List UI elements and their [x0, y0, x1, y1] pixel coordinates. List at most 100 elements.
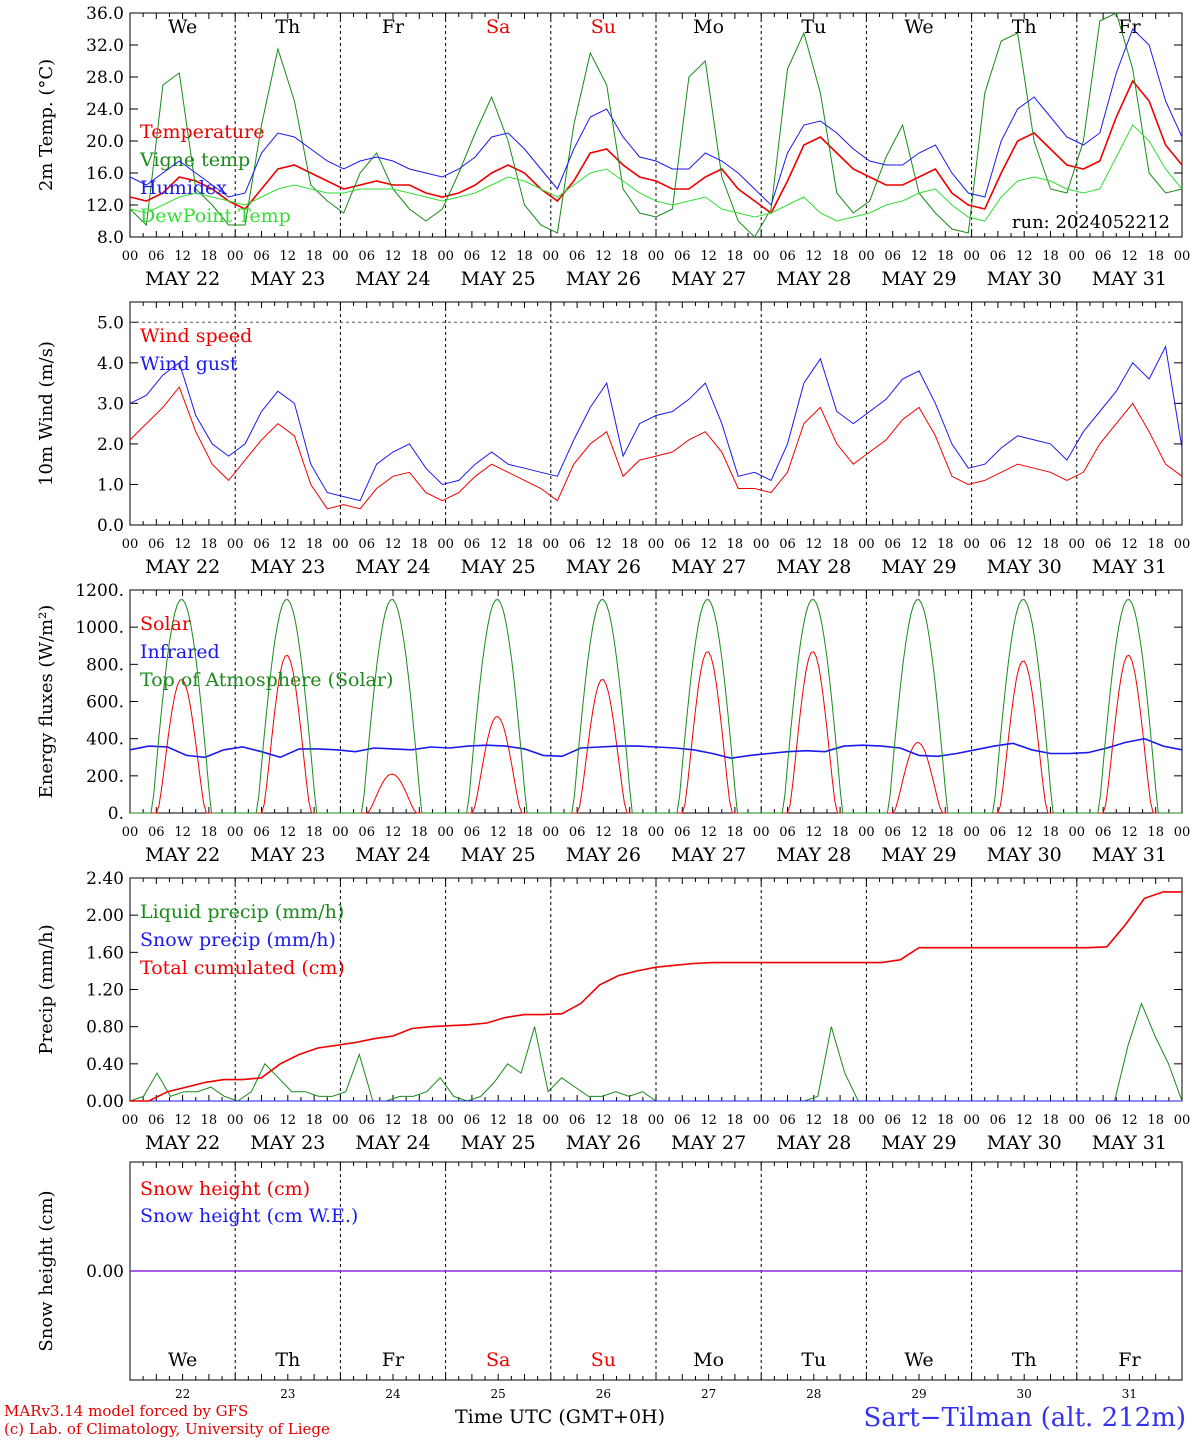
legend-entry: DewPoint Temp — [140, 205, 291, 227]
y-tick-label: 1.0 — [97, 475, 124, 495]
date-label: MAY 26 — [566, 1132, 641, 1154]
hour-label: 06 — [884, 1113, 901, 1128]
y-axis-label: Energy fluxes (W/m²) — [36, 605, 57, 799]
legend-entry: Vigne temp — [139, 149, 250, 171]
hour-label: 18 — [1147, 825, 1164, 840]
y-tick-label: 4.0 — [97, 354, 124, 374]
hour-label: 06 — [990, 825, 1007, 840]
hour-label: 06 — [1095, 1113, 1112, 1128]
hour-label: 06 — [148, 249, 165, 264]
series-line — [129, 12, 1183, 238]
time-axis-label: Time UTC (GMT+0H) — [455, 1406, 666, 1428]
hour-label: 12 — [911, 537, 928, 552]
y-tick-label: 1.20 — [86, 981, 124, 1001]
hour-label: 06 — [990, 1113, 1007, 1128]
date-label: MAY 30 — [987, 268, 1062, 290]
hour-label: 18 — [306, 249, 323, 264]
date-label: MAY 24 — [355, 844, 430, 866]
hour-label: 06 — [253, 1113, 270, 1128]
panel-frame — [129, 589, 1183, 814]
panel-frame — [129, 12, 1183, 238]
date-label: MAY 30 — [987, 844, 1062, 866]
legend-entry: Temperature — [140, 121, 264, 143]
station-label: Sart−Tilman (alt. 212m) — [863, 1403, 1186, 1433]
panel-frame — [129, 301, 1183, 526]
hour-label: 12 — [806, 1113, 823, 1128]
hour-label: 12 — [385, 249, 402, 264]
legend-entry: Snow height (cm) — [140, 1178, 310, 1200]
hour-label: 00 — [437, 1113, 454, 1128]
hour-label: 18 — [1042, 249, 1059, 264]
hour-label: 06 — [358, 1113, 375, 1128]
hour-label: 06 — [464, 249, 481, 264]
y-tick-label: 1.60 — [86, 943, 124, 963]
hour-label: 00 — [753, 825, 770, 840]
hour-label: 12 — [700, 1113, 717, 1128]
y-axis-label: Snow height (cm) — [36, 1190, 57, 1351]
date-label: MAY 22 — [145, 1132, 220, 1154]
date-label: MAY 28 — [776, 556, 851, 578]
lab-credit: (c) Lab. of Climatology, University of L… — [4, 1420, 330, 1438]
hour-label: 12 — [490, 249, 507, 264]
y-axis-label: Precip (mm/h) — [36, 924, 57, 1054]
hour-label: 06 — [464, 825, 481, 840]
day-name: We — [168, 1349, 197, 1371]
hour-label: 00 — [858, 537, 875, 552]
hour-label: 06 — [464, 1113, 481, 1128]
hour-label: 12 — [174, 1113, 191, 1128]
hour-label: 12 — [595, 1113, 612, 1128]
hour-label: 00 — [753, 1113, 770, 1128]
hour-label: 12 — [911, 825, 928, 840]
hour-label: 00 — [858, 249, 875, 264]
series-line — [129, 386, 1183, 510]
y-tick-label: 1200. — [75, 581, 124, 601]
hour-label: 18 — [201, 249, 218, 264]
date-label: MAY 29 — [881, 556, 956, 578]
hour-label: 00 — [122, 825, 139, 840]
hour-label: 06 — [1095, 825, 1112, 840]
date-label: MAY 24 — [355, 268, 430, 290]
hour-label: 12 — [700, 825, 717, 840]
hour-label: 12 — [174, 825, 191, 840]
date-label: MAY 30 — [987, 556, 1062, 578]
hour-label: 00 — [332, 249, 349, 264]
hour-label: 12 — [490, 825, 507, 840]
day-name: Fr — [382, 16, 405, 38]
model-credit: MARv3.14 model forced by GFS — [4, 1402, 249, 1420]
date-label: MAY 25 — [461, 844, 536, 866]
day-name: Mo — [693, 16, 724, 38]
hour-label: 12 — [280, 249, 297, 264]
hour-label: 06 — [884, 537, 901, 552]
date-label: MAY 27 — [671, 1132, 746, 1154]
hour-label: 18 — [727, 249, 744, 264]
day-number: 25 — [491, 1387, 506, 1401]
hour-label: 00 — [437, 825, 454, 840]
date-label: MAY 28 — [776, 844, 851, 866]
day-number: 31 — [1122, 1387, 1137, 1401]
hour-label: 00 — [543, 1113, 560, 1128]
hour-label: 18 — [832, 537, 849, 552]
hour-label: 06 — [569, 825, 586, 840]
hour-label: 06 — [253, 537, 270, 552]
date-label: MAY 26 — [566, 556, 641, 578]
date-label: MAY 24 — [355, 1132, 430, 1154]
hour-label: 12 — [1016, 1113, 1033, 1128]
hour-label: 06 — [358, 249, 375, 264]
hour-label: 06 — [674, 1113, 691, 1128]
legend-entry: Total cumulated (cm) — [140, 957, 345, 979]
hour-label: 18 — [727, 1113, 744, 1128]
hour-label: 00 — [1174, 1113, 1191, 1128]
hour-label: 18 — [1042, 825, 1059, 840]
hour-label: 12 — [595, 537, 612, 552]
hour-label: 12 — [1121, 825, 1138, 840]
hour-label: 18 — [937, 537, 954, 552]
hour-label: 00 — [648, 825, 665, 840]
y-tick-label: 800. — [86, 655, 124, 675]
hour-label: 12 — [911, 1113, 928, 1128]
series-line — [130, 891, 1182, 1102]
hour-label: 00 — [1069, 249, 1086, 264]
y-tick-label: 400. — [86, 730, 124, 750]
hour-label: 00 — [1069, 825, 1086, 840]
date-label: MAY 25 — [461, 268, 536, 290]
